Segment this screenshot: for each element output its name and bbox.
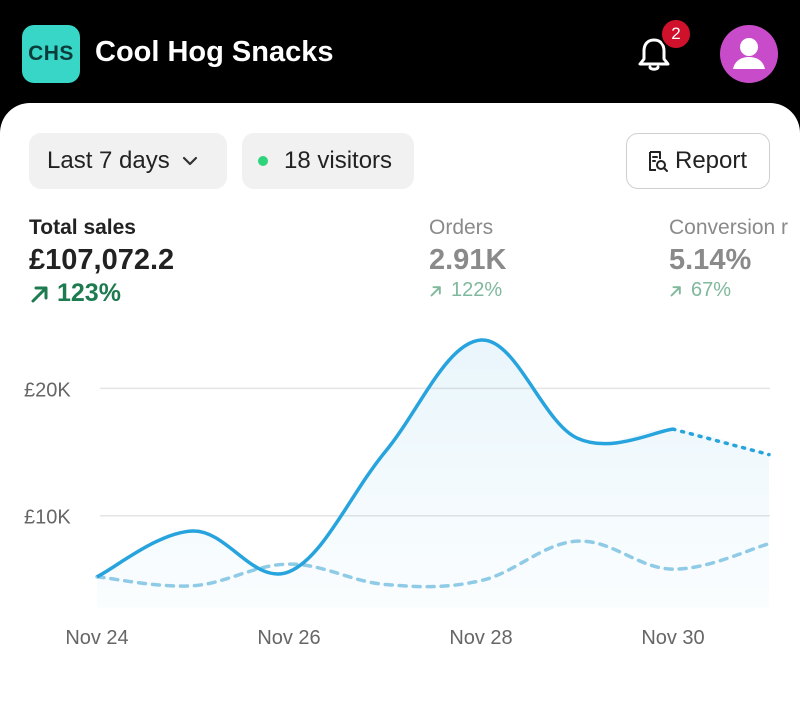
visitors-label: 18 visitors (284, 147, 393, 174)
metric-value: £107,072.2 (29, 244, 175, 276)
report-button[interactable]: Report (626, 133, 770, 189)
arrow-up-right-icon (31, 286, 48, 302)
metric-label: Total sales (29, 216, 136, 239)
metric-change-value: 67% (691, 279, 732, 301)
metric-value: 2.91K (429, 244, 507, 276)
notification-badge[interactable]: 2 (660, 18, 692, 50)
top-bar: CHS Cool Hog Snacks 2 (0, 0, 800, 108)
x-tick-label: Nov 26 (257, 627, 320, 649)
bell-icon[interactable] (634, 35, 674, 75)
sales-line-chart[interactable]: £10K £20K Nov 24 Nov 26 Nov 28 Nov 30 (0, 103, 800, 678)
live-visitors-pill[interactable]: 18 visitors (242, 133, 414, 189)
x-tick-label: Nov 30 (641, 627, 704, 649)
metric-conversion[interactable]: Conversion r 5.14% 67% (669, 216, 788, 302)
x-tick-label: Nov 28 (449, 627, 512, 649)
metric-total-sales[interactable]: Total sales £107,072.2 123% (29, 216, 174, 308)
metric-change: 122% (429, 279, 506, 302)
arrow-up-right-icon (670, 285, 681, 296)
avatar[interactable] (720, 25, 778, 83)
current-series-projection-line (671, 427, 771, 457)
date-range-select[interactable]: Last 7 days (29, 133, 227, 189)
current-series-area (97, 339, 769, 608)
metric-orders[interactable]: Orders 2.91K 122% (429, 216, 506, 302)
chevron-down-icon (182, 156, 197, 166)
metric-value: 5.14% (669, 244, 752, 276)
y-tick-label: £10K (24, 507, 71, 529)
store-name[interactable]: Cool Hog Snacks (95, 36, 334, 68)
metric-label: Orders (429, 216, 494, 239)
metric-change-value: 122% (451, 279, 503, 301)
report-label: Report (675, 147, 748, 174)
live-dot-icon (258, 156, 268, 166)
y-tick-label: £20K (24, 379, 71, 401)
metric-change: 123% (29, 279, 174, 308)
store-logo[interactable]: CHS (22, 25, 80, 83)
user-icon (733, 38, 765, 69)
metric-change: 67% (669, 279, 788, 302)
current-series-line (96, 338, 674, 579)
comparison-series-line (95, 539, 771, 589)
arrow-up-right-icon (430, 285, 441, 296)
report-icon (649, 151, 668, 172)
metric-change-value: 123% (57, 279, 121, 307)
metric-label: Conversion r (669, 216, 789, 239)
date-range-label: Last 7 days (47, 147, 170, 174)
x-tick-label: Nov 24 (65, 627, 128, 649)
